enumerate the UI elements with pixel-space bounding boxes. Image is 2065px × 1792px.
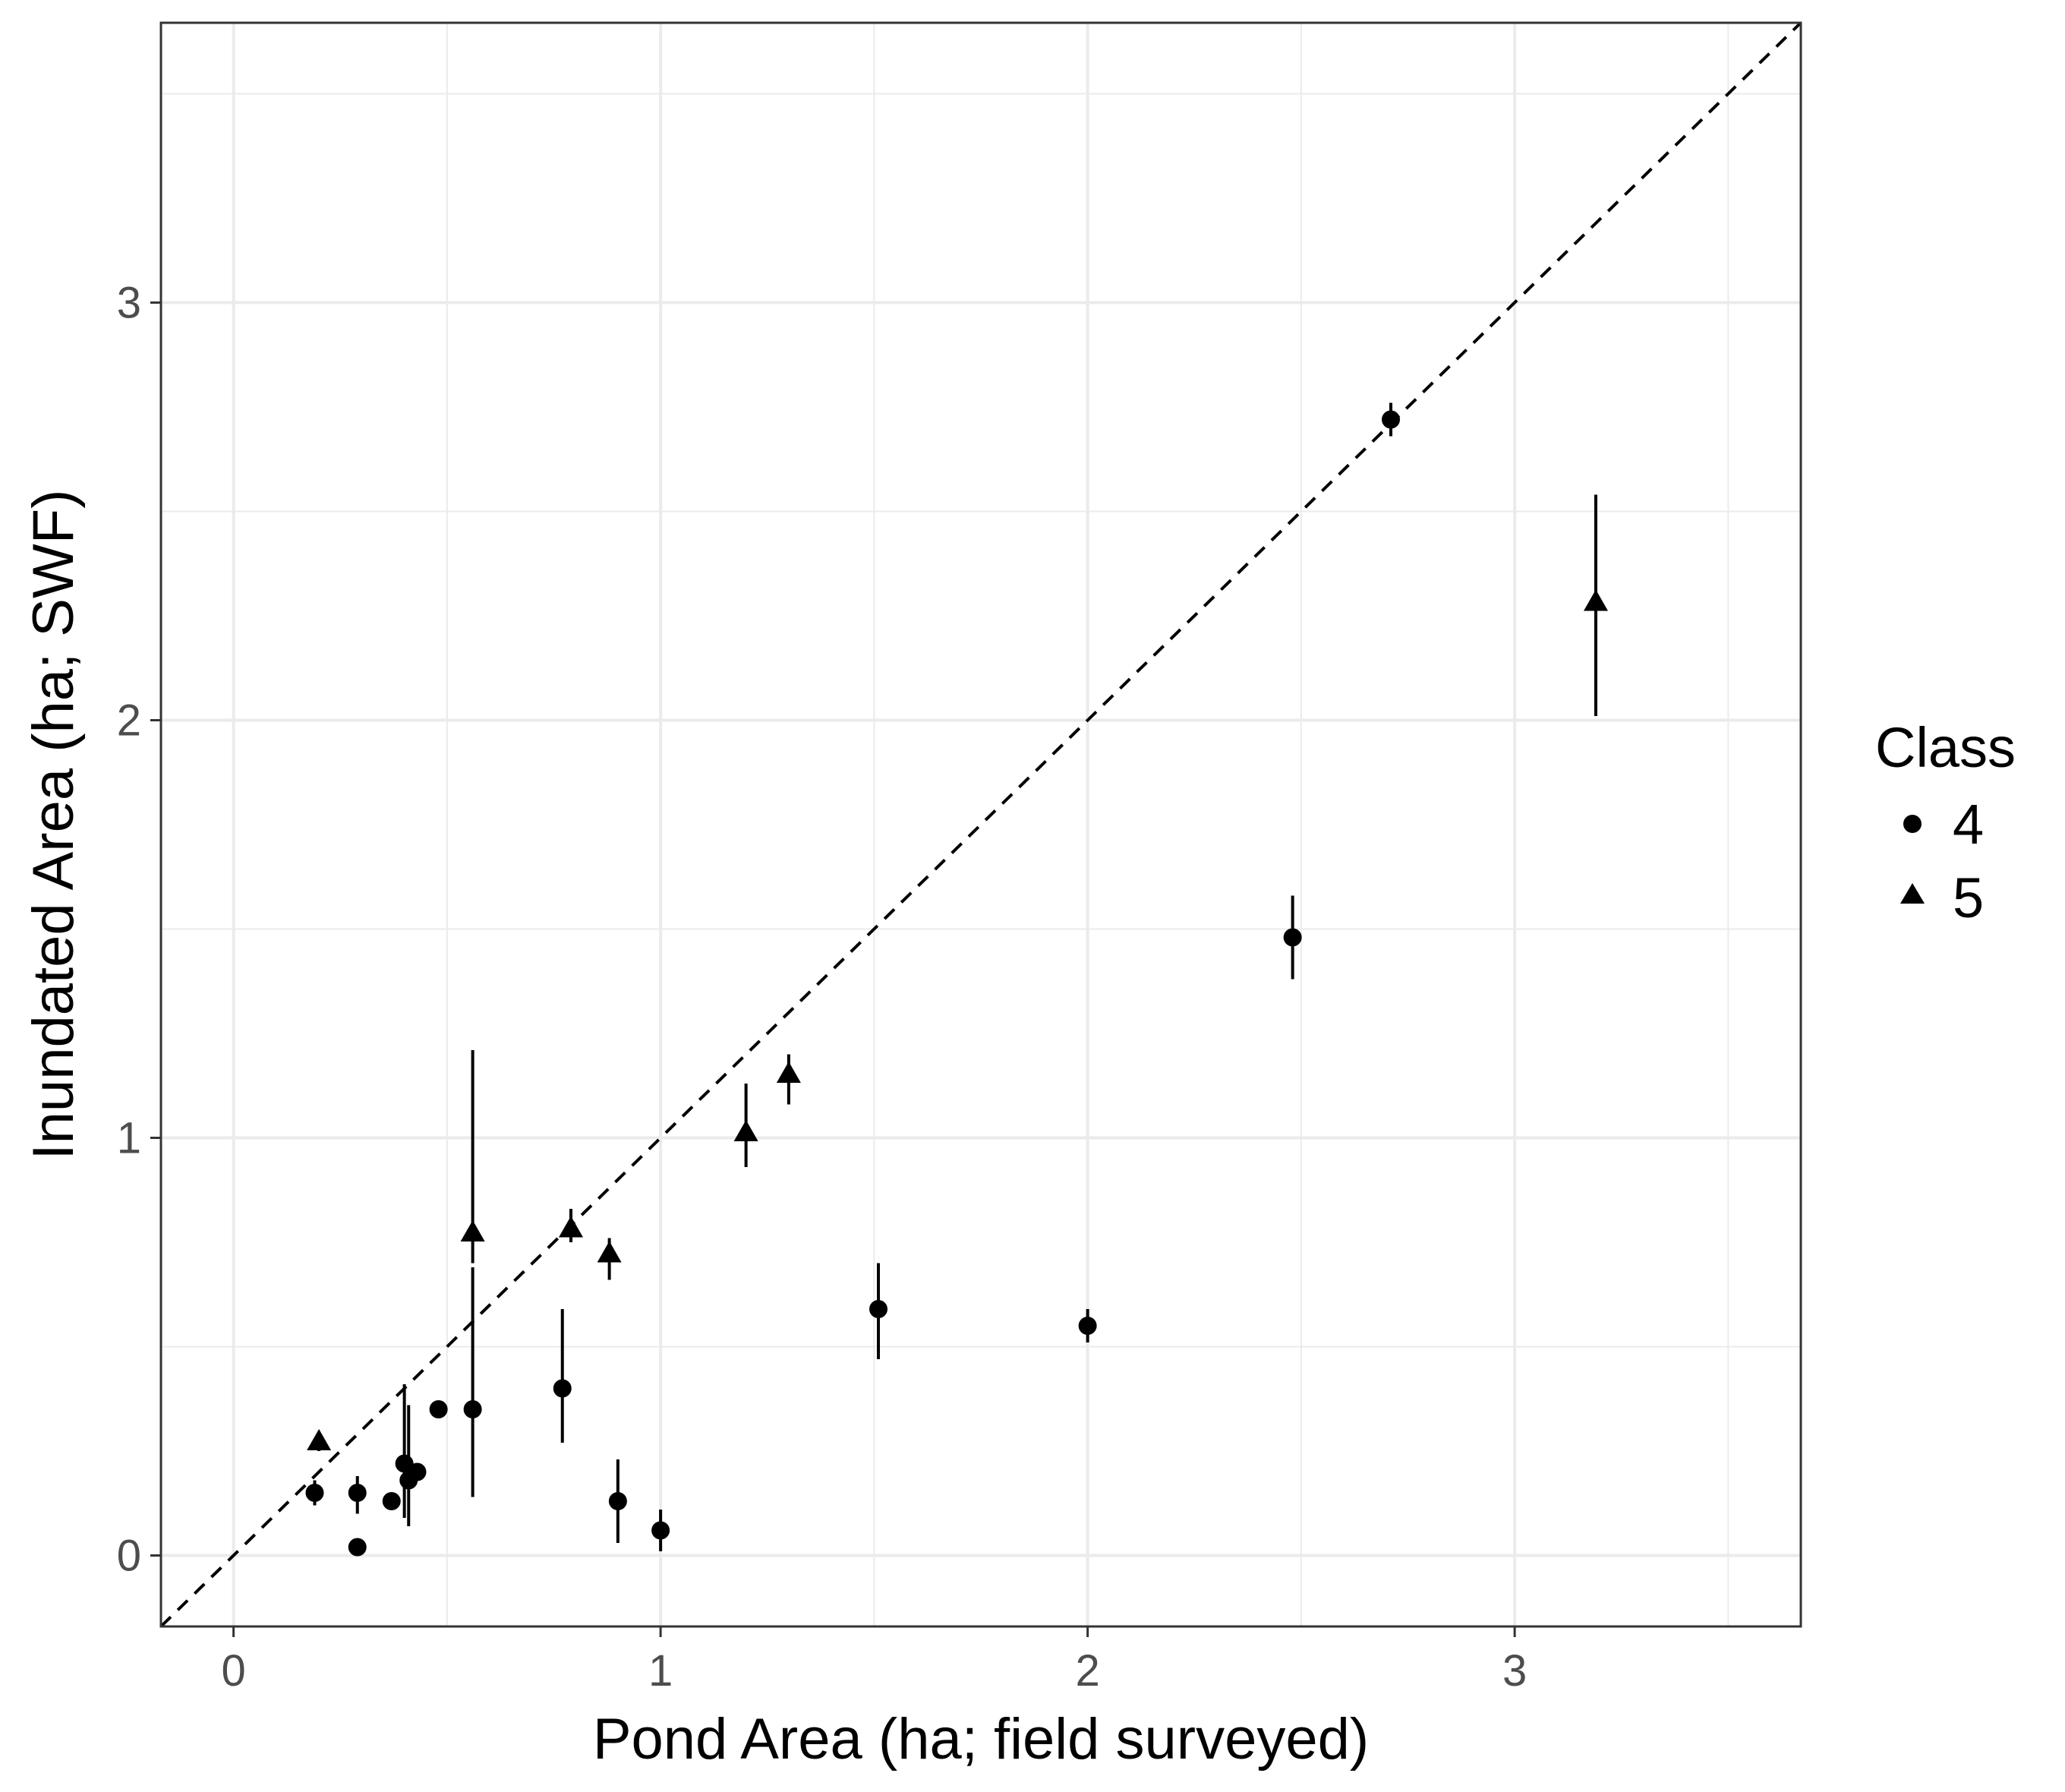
x-tick-label: 0 (221, 1646, 245, 1696)
point-class-4 (408, 1462, 427, 1481)
x-axis-ticks: 0 1 2 3 (221, 1626, 1527, 1696)
x-tick-label: 3 (1502, 1646, 1527, 1696)
x-tick-label: 1 (648, 1646, 673, 1696)
point-class-4 (429, 1400, 448, 1418)
grid-major (161, 23, 1801, 1626)
point-class-5 (460, 1220, 485, 1241)
point-class-4 (869, 1300, 887, 1318)
y-tick-label: 0 (117, 1532, 141, 1581)
y-tick-label: 1 (117, 1114, 141, 1163)
legend-key-triangle (1900, 883, 1925, 904)
point-class-5 (307, 1429, 332, 1450)
point-class-5 (733, 1120, 758, 1141)
point-class-4 (1283, 928, 1302, 947)
identity-reference-line (159, 21, 1802, 1628)
point-class-5 (1584, 589, 1608, 611)
point-class-5 (559, 1216, 583, 1238)
grid-minor (161, 23, 1801, 1626)
point-class-4 (382, 1492, 401, 1510)
point-class-4 (651, 1521, 670, 1540)
point-class-4 (348, 1484, 367, 1502)
point-class-4 (305, 1484, 324, 1502)
legend: Class 4 5 (1875, 716, 2016, 929)
y-tick-label: 2 (117, 696, 141, 746)
point-class-4 (463, 1400, 482, 1418)
legend-title: Class (1875, 716, 2016, 779)
y-tick-label: 3 (117, 279, 141, 328)
point-class-4 (1382, 410, 1400, 429)
point-class-5 (776, 1062, 801, 1083)
point-class-4 (608, 1492, 627, 1510)
legend-key-circle (1903, 815, 1922, 833)
x-axis-title: Pond Area (ha; field surveyed) (593, 1707, 1369, 1771)
point-class-4 (553, 1379, 572, 1398)
point-class-4 (348, 1538, 367, 1557)
point-class-4 (1078, 1317, 1097, 1335)
legend-label-5: 5 (1953, 866, 1984, 929)
point-class-5 (597, 1241, 622, 1263)
plot-panel-border (159, 21, 1802, 1628)
y-axis-title: Inundated Area (ha; SWF) (21, 490, 86, 1160)
y-axis-ticks: 0 1 2 3 (117, 279, 161, 1581)
data-points (305, 410, 1608, 1557)
x-tick-label: 2 (1075, 1646, 1099, 1696)
legend-label-4: 4 (1953, 793, 1984, 856)
